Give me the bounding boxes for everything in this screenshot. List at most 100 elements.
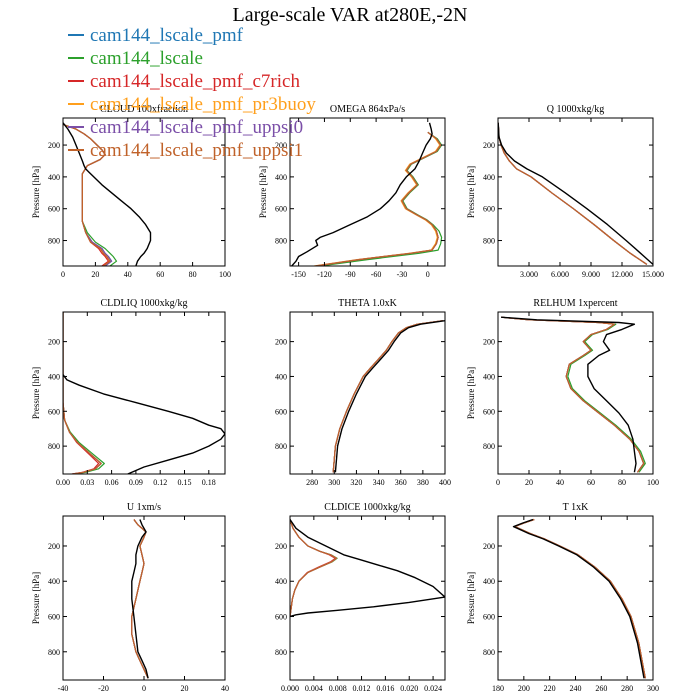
y-axis-label: Pressure [hPa] (466, 367, 476, 419)
series-group (291, 122, 443, 266)
x-tick-label: 0.004 (305, 684, 323, 693)
y-tick-label: 400 (483, 173, 495, 182)
x-tick-label: 3.000 (520, 270, 538, 279)
series-line-7 (63, 374, 225, 474)
x-tick-label: 0.18 (202, 478, 216, 487)
x-tick-label: 60 (587, 478, 595, 487)
x-tick-label: 80 (189, 270, 197, 279)
y-tick-label: 600 (483, 205, 495, 214)
series-line-6 (63, 123, 111, 266)
series-group (290, 519, 445, 618)
y-axis-label: Pressure [hPa] (31, 367, 41, 419)
series-line-2 (498, 122, 648, 265)
legend-label: cam144_lscale_pmf_uppsi0 (90, 117, 303, 138)
x-tick-label: 100 (647, 478, 659, 487)
x-tick-label: 12.000 (611, 270, 633, 279)
x-tick-label: 60 (156, 270, 164, 279)
y-tick-label: 600 (275, 407, 287, 416)
series-line-1 (131, 519, 149, 679)
series-line-5 (63, 312, 102, 474)
legend-label: cam144_lscale_pmf_c7rich (90, 71, 300, 92)
y-tick-label: 200 (275, 141, 287, 150)
panel-6: 0 20 40 60 80 100 200 400 600 800 RELHUM 1xpercent… (466, 298, 659, 487)
x-tick-label: 360 (395, 478, 407, 487)
x-tick-label: -90 (345, 270, 356, 279)
x-tick-label: 380 (417, 478, 429, 487)
panel-title: CLDICE 1000xkg/kg (324, 502, 410, 513)
series-line-1 (498, 122, 648, 265)
x-tick-label: 40 (124, 270, 132, 279)
y-tick-label: 800 (48, 237, 60, 246)
x-tick-label: 280 (306, 478, 318, 487)
x-tick-label: 0.008 (329, 684, 347, 693)
x-tick-label: 0.15 (178, 478, 192, 487)
y-tick-label: 800 (483, 648, 495, 657)
series-line-7 (291, 122, 433, 266)
y-axis-label: Pressure [hPa] (31, 166, 41, 218)
y-tick-label: 200 (48, 542, 60, 551)
x-tick-label: 0 (426, 270, 430, 279)
legend-label: cam144_lscale_pmf_pr3buoy (90, 94, 316, 115)
x-tick-label: 0 (61, 270, 65, 279)
x-tick-label: 100 (219, 270, 231, 279)
series-group (498, 122, 653, 265)
series-line-6 (63, 312, 102, 474)
series-line-7 (334, 320, 445, 473)
x-tick-label: 40 (221, 684, 229, 693)
legend-entry: cam144_lscale_pmf_uppsi0 (68, 117, 303, 138)
panel-3: 3.000 6.000 9.000 12.000 15.000 200 400 600 800 Q… (466, 104, 664, 279)
plot-frame (62, 311, 226, 475)
x-tick-label: 20 (91, 270, 99, 279)
x-tick-label: 80 (618, 478, 626, 487)
figure-title: Large-scale VAR at280E,-2N (233, 4, 468, 26)
x-tick-label: 0.016 (376, 684, 394, 693)
series-line-1 (332, 320, 443, 473)
series-line-4 (501, 316, 645, 473)
x-tick-label: 340 (373, 478, 385, 487)
series-line-5 (501, 316, 645, 473)
series-line-5 (131, 519, 149, 679)
legend-entry: cam144_lscale (68, 48, 203, 69)
y-tick-label: 200 (275, 338, 287, 347)
series-line-7 (498, 122, 653, 265)
y-axis-label: Pressure [hPa] (258, 166, 268, 218)
x-tick-label: 0.12 (153, 478, 167, 487)
y-axis-label: Pressure [hPa] (466, 166, 476, 218)
y-tick-label: 600 (48, 613, 60, 622)
panel-9: 180 200 220 240 260 280 300 200 400 600 800 T 1xK Pr… (466, 502, 659, 693)
x-tick-label: 200 (518, 684, 530, 693)
y-tick-label: 400 (48, 372, 60, 381)
panel-1: 0 20 40 60 80 100 200 400 600 800 CLOUD 100xfracti… (31, 104, 231, 279)
x-tick-label: -40 (58, 684, 69, 693)
legend-label: cam144_lscale_pmf (90, 25, 244, 46)
series-line-6 (290, 519, 338, 617)
panel-title: U 1xm/s (127, 502, 161, 513)
y-tick-label: 800 (48, 648, 60, 657)
series-line-1 (501, 316, 645, 473)
y-tick-label: 600 (275, 205, 287, 214)
x-tick-label: 9.000 (582, 270, 600, 279)
series-line-5 (498, 122, 648, 265)
series-line-5 (514, 518, 646, 679)
y-tick-label: 400 (275, 372, 287, 381)
x-tick-label: -20 (98, 684, 109, 693)
x-tick-label: 20 (181, 684, 189, 693)
x-tick-label: 0.020 (400, 684, 418, 693)
x-tick-label: 300 (647, 684, 659, 693)
plot-frame (289, 117, 446, 267)
series-line-2 (514, 518, 646, 679)
panel-title: Q 1000xkg/kg (547, 104, 605, 115)
y-axis-label: Pressure [hPa] (466, 572, 476, 624)
x-tick-label: 300 (328, 478, 340, 487)
y-tick-label: 600 (483, 613, 495, 622)
x-tick-label: 240 (570, 684, 582, 693)
panel-4: 0.00 0.03 0.06 0.09 0.12 0.15 0.18 200 400 600 800… (31, 298, 226, 487)
x-tick-label: 0.012 (353, 684, 371, 693)
series-line-1 (63, 312, 102, 474)
y-tick-label: 600 (48, 205, 60, 214)
panel-title: CLOUD 100xfraction (100, 104, 188, 115)
plot-frame (289, 311, 446, 475)
series-line-6 (501, 316, 645, 473)
x-tick-label: -120 (317, 270, 332, 279)
